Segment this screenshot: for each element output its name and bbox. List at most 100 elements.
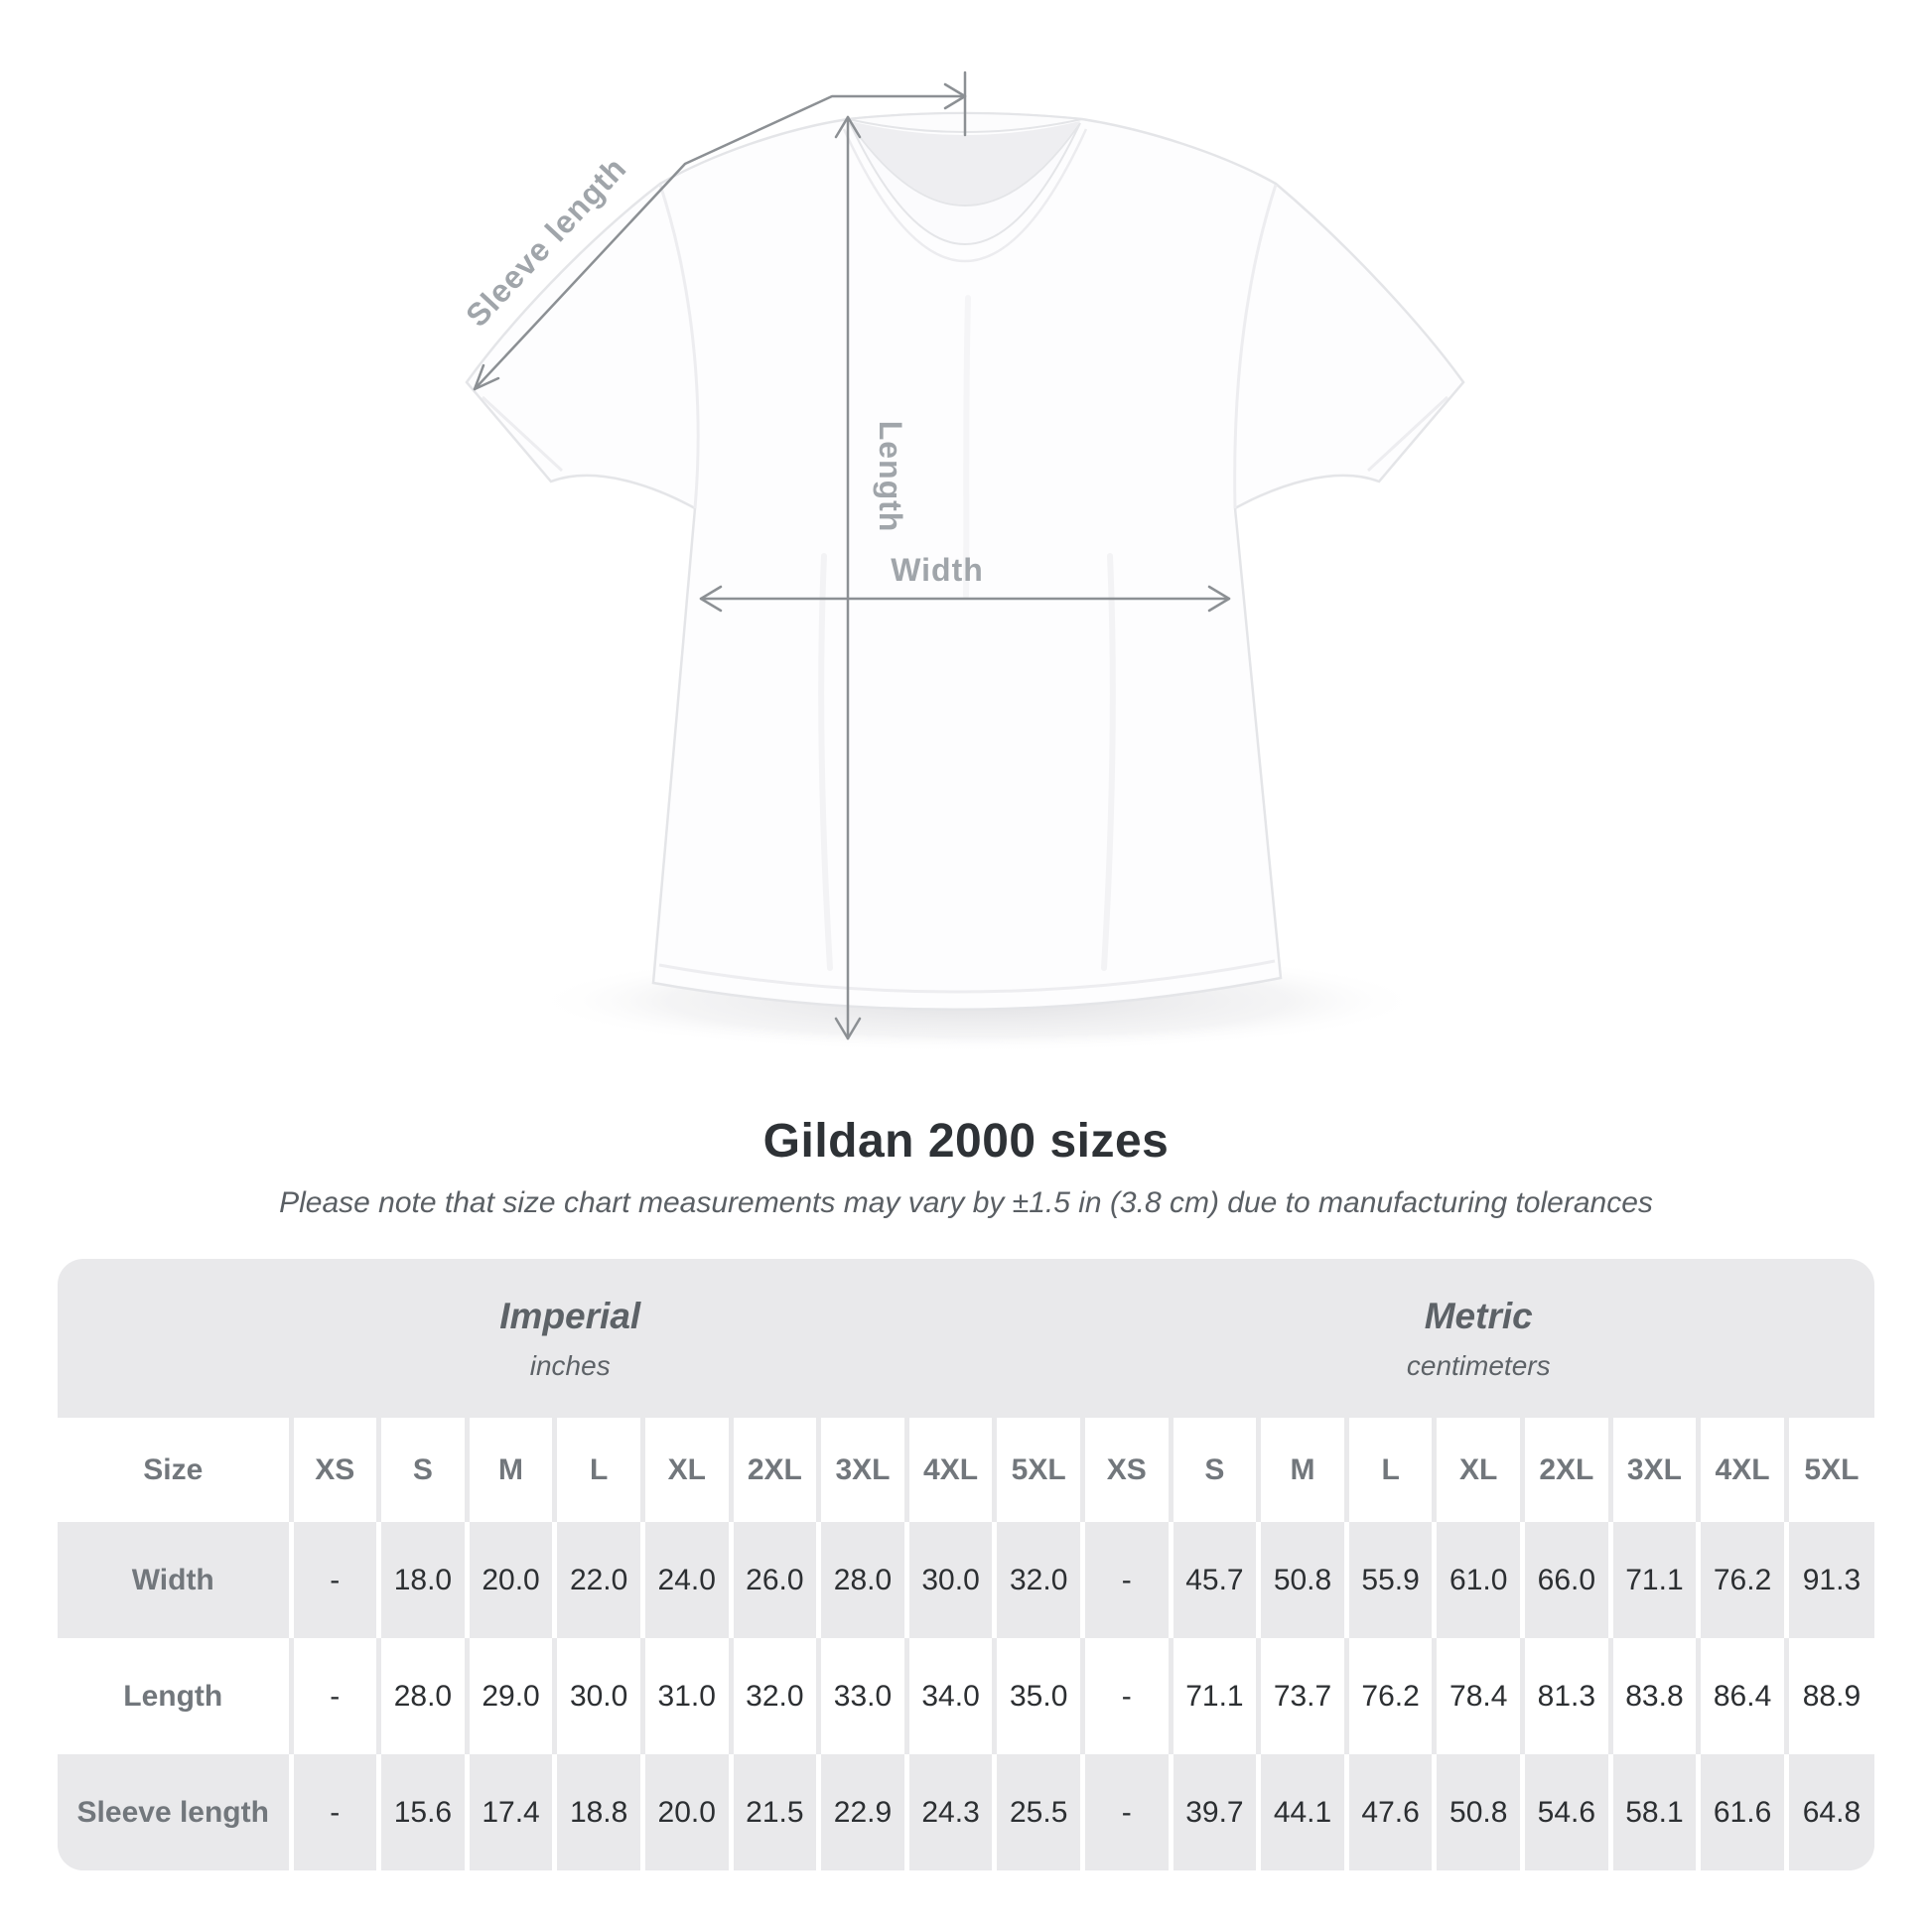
value-cell: 30.0 [552, 1638, 643, 1754]
value-cell: 26.0 [728, 1522, 819, 1638]
size-header-cell: XS [1079, 1418, 1172, 1522]
value-cell: 45.7 [1168, 1522, 1259, 1638]
length-label: Length [873, 421, 908, 533]
value-cell: 24.0 [639, 1522, 732, 1638]
value-cell: 15.6 [376, 1754, 468, 1870]
size-header-cell: 2XL [1520, 1418, 1611, 1522]
size-header-cell: 5XL [1783, 1418, 1874, 1522]
value-cell: 20.0 [464, 1522, 555, 1638]
size-header-cell: S [376, 1418, 468, 1522]
imperial-label: Imperial [499, 1295, 641, 1336]
size-header-cell: M [464, 1418, 555, 1522]
size-header-cell: L [552, 1418, 643, 1522]
metric-unit-label: centimeters [1406, 1349, 1551, 1381]
metric-group-header: Metric centimeters [1082, 1259, 1874, 1418]
value-cell: 71.1 [1168, 1638, 1259, 1754]
size-column-header: Size [58, 1418, 291, 1522]
value-cell: 83.8 [1607, 1638, 1699, 1754]
value-cell: 17.4 [464, 1754, 555, 1870]
imperial-unit-label: inches [529, 1349, 611, 1381]
value-cell: 22.9 [816, 1754, 907, 1870]
value-cell: 30.0 [903, 1522, 995, 1638]
value-cell: 58.1 [1607, 1754, 1699, 1870]
value-cell: - [288, 1638, 379, 1754]
value-cell: 54.6 [1520, 1754, 1611, 1870]
size-header-cell: 4XL [1696, 1418, 1787, 1522]
size-table-panel: Imperial inches Metric centimeters Size X… [58, 1259, 1874, 1870]
value-cell: 18.0 [376, 1522, 468, 1638]
value-cell: 33.0 [816, 1638, 907, 1754]
tolerance-note: Please note that size chart measurements… [279, 1186, 1653, 1219]
page-title: Gildan 2000 sizes [762, 1115, 1170, 1168]
value-cell: 22.0 [552, 1522, 643, 1638]
table-row: Length -28.0 29.0 30.0 31.0 32.0 33.0 34.0 35.0-… [58, 1638, 1874, 1754]
value-cell: 29.0 [464, 1638, 555, 1754]
size-header-cell: M [1256, 1418, 1347, 1522]
imperial-group-header: Imperial inches [58, 1259, 1082, 1418]
size-table: Size XS S M L XL 2XL 3XL 4XL 5XL XS S M L XL 2XL 3XL 4XL 5… [58, 1418, 1874, 1870]
value-cell: 50.8 [1432, 1754, 1523, 1870]
row-label-cell: Width [58, 1522, 291, 1638]
value-cell: - [1079, 1638, 1172, 1754]
value-cell: 31.0 [639, 1638, 732, 1754]
size-header-cell: S [1168, 1418, 1259, 1522]
value-cell: 18.8 [552, 1754, 643, 1870]
value-cell: 55.9 [1343, 1522, 1435, 1638]
value-cell: 88.9 [1783, 1638, 1874, 1754]
unit-header-band: Imperial inches Metric centimeters [58, 1259, 1874, 1418]
size-header-cell: 2XL [728, 1418, 819, 1522]
value-cell: 28.0 [816, 1522, 907, 1638]
size-header-cell: XS [288, 1418, 379, 1522]
size-header-cell: 4XL [903, 1418, 995, 1522]
value-cell: - [1079, 1754, 1172, 1870]
value-cell: 24.3 [903, 1754, 995, 1870]
value-cell: - [288, 1522, 379, 1638]
value-cell: 76.2 [1696, 1522, 1787, 1638]
table-row: Sleeve length -15.6 17.4 18.8 20.0 21.5 22.9 24… [58, 1754, 1874, 1870]
size-header-row: Size XS S M L XL 2XL 3XL 4XL 5XL XS S M L XL 2XL 3XL 4XL 5… [58, 1418, 1874, 1522]
sleeve-length-arrow [473, 70, 967, 391]
value-cell: 64.8 [1783, 1754, 1874, 1870]
value-cell: - [288, 1754, 379, 1870]
value-cell: 86.4 [1696, 1638, 1787, 1754]
value-cell: 35.0 [992, 1638, 1083, 1754]
row-label-cell: Sleeve length [58, 1754, 291, 1870]
value-cell: 91.3 [1783, 1522, 1874, 1638]
value-cell: - [1079, 1522, 1172, 1638]
value-cell: 44.1 [1256, 1754, 1347, 1870]
value-cell: 39.7 [1168, 1754, 1259, 1870]
value-cell: 28.0 [376, 1638, 468, 1754]
value-cell: 66.0 [1520, 1522, 1611, 1638]
size-header-cell: 5XL [992, 1418, 1083, 1522]
value-cell: 32.0 [728, 1638, 819, 1754]
row-label-cell: Length [58, 1638, 291, 1754]
value-cell: 61.6 [1696, 1754, 1787, 1870]
value-cell: 32.0 [992, 1522, 1083, 1638]
value-cell: 73.7 [1256, 1638, 1347, 1754]
value-cell: 47.6 [1343, 1754, 1435, 1870]
metric-label: Metric [1424, 1295, 1533, 1336]
length-arrow [834, 115, 862, 1040]
width-label: Width [891, 552, 984, 588]
value-cell: 78.4 [1432, 1638, 1523, 1754]
value-cell: 50.8 [1256, 1522, 1347, 1638]
heading: Gildan 2000 sizes Please note that size … [0, 1114, 1932, 1220]
width-arrow [699, 585, 1231, 613]
value-cell: 76.2 [1343, 1638, 1435, 1754]
size-header-cell: 3XL [1607, 1418, 1699, 1522]
value-cell: 20.0 [639, 1754, 732, 1870]
size-header-cell: L [1343, 1418, 1435, 1522]
size-header-cell: XL [639, 1418, 732, 1522]
size-header-cell: 3XL [816, 1418, 907, 1522]
collar [842, 112, 1088, 263]
value-cell: 71.1 [1607, 1522, 1699, 1638]
value-cell: 21.5 [728, 1754, 819, 1870]
table-row: Width -18.0 20.0 22.0 24.0 26.0 28.0 30.0 32.0-4… [58, 1522, 1874, 1638]
value-cell: 25.5 [992, 1754, 1083, 1870]
tshirt-photo [465, 111, 1465, 1012]
value-cell: 81.3 [1520, 1638, 1611, 1754]
tshirt-measurement-diagram: Sleeve length Length Width [459, 70, 1465, 1052]
value-cell: 61.0 [1432, 1522, 1523, 1638]
size-header-cell: XL [1432, 1418, 1523, 1522]
